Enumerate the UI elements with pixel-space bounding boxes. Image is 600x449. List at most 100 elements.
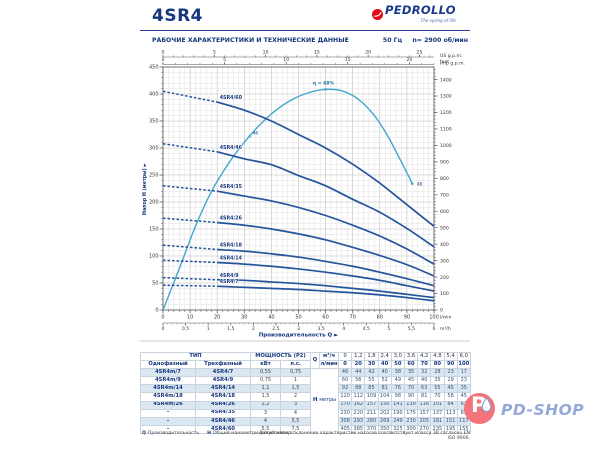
axis-tick-label: 100 [429, 315, 439, 321]
axis-tick-label: 200 [149, 200, 159, 206]
head-value: 45 [403, 376, 419, 386]
head-value: 137 [430, 408, 445, 418]
curve-4SR4/14 [217, 261, 435, 292]
axis-tick-label: 350 [149, 119, 159, 125]
m3h-unit-label: m³/h [440, 326, 451, 332]
head-value: 35 [403, 368, 419, 378]
header-hp: л.с. [280, 360, 312, 370]
header-q-m3h-value: 3,6 [403, 351, 419, 362]
curve-4SR4/9 [217, 278, 435, 299]
model-three-phase: 4SR4/9 [194, 376, 252, 386]
axis-tick-label: 400 [440, 242, 449, 248]
head-value: 157 [364, 400, 379, 410]
head-value: 40 [417, 376, 432, 386]
head-value: 293 [351, 416, 366, 426]
axis-tick-label: 1,5 [227, 326, 234, 332]
head-value: 109 [364, 392, 379, 402]
header-three-phase: Трехфазный [194, 360, 252, 370]
header-power: МОЩНОСТЬ (P2) [250, 351, 312, 362]
model-three-phase: 4SR4/18 [194, 392, 252, 402]
efficiency-point-marker [324, 88, 327, 91]
power-hp: 2 [280, 392, 312, 402]
efficiency-point-marker [248, 134, 252, 138]
header-q-lmin-value: 30 [364, 360, 379, 370]
frequency-value: 50 Гц [382, 37, 403, 44]
watermark-letter: P [471, 393, 487, 417]
axis-tick-label: 100 [440, 291, 449, 297]
table-row: 4SR4m/7 4SR4/7 0,55 0,75 Н метры 46 44 42 40 38 35… [140, 368, 471, 434]
curve-dashed-4SR4/18 [162, 244, 218, 251]
power-kw: 3 [250, 408, 282, 418]
pedrollo-logo-icon [372, 5, 383, 24]
curve-4SR4/26 [217, 221, 435, 277]
curve-label-4SR4/35: 4SR4/35 [220, 184, 242, 190]
axis-tick-label: 3,5 [317, 326, 324, 332]
efficiency-peak-label: η = 68% [313, 80, 335, 86]
axis-tick-label: 5 [213, 50, 216, 56]
head-value: 92 [338, 384, 353, 394]
axis-tick-label: 450 [149, 65, 159, 71]
section-title: РАБОЧИЕ ХАРАКТЕРИСТИКИ И ТЕХНИЧЕСКИЕ ДАН… [152, 37, 349, 44]
x-axis-title: Производительность Q ► [259, 333, 339, 339]
header-q-m3h-value: 5,4 [443, 351, 458, 362]
power-kw: 0,75 [250, 376, 282, 386]
curve-label-4SR4/26: 4SR4/26 [220, 216, 243, 222]
head-value: 44 [351, 368, 366, 378]
head-value: 175 [403, 408, 419, 418]
model-three-phase: 4SR4/14 [194, 384, 252, 394]
head-value: 42 [364, 368, 379, 378]
header-q-m3h-value: 1,2 [351, 351, 366, 362]
head-value: 113 [443, 408, 458, 418]
model-single-phase: 4SR4m/7 [140, 368, 196, 378]
axis-tick-label: 5 [387, 326, 390, 332]
curve-label-4SR4/7: 4SR4/7 [220, 279, 239, 285]
head-value: 220 [351, 408, 366, 418]
head-value: 35 [430, 376, 445, 386]
head-value: 230 [403, 416, 419, 426]
us-gpm-unit-label: US g.p.m. [440, 53, 462, 59]
power-hp: 7,5 [280, 424, 312, 434]
head-value: 55 [430, 384, 445, 394]
head-value: 170 [338, 400, 353, 410]
head-value: 76 [390, 384, 405, 394]
model-single-phase: 4SR4m/26 [140, 400, 196, 410]
curve-4SR4/35 [217, 190, 435, 265]
axis-tick-label: 0,5 [182, 326, 189, 332]
axis-tick-label: 4 [342, 326, 345, 332]
table-row: 4SR4m/26 4SR4/26 2,2 3 170 162 157 150 141 130 116… [140, 400, 471, 410]
table-row: –4SR4/60 5,5 7,5 405 385 370 350 325 300 270 235 19… [140, 424, 471, 434]
head-value: 23 [443, 368, 458, 378]
head-value: 205 [417, 416, 432, 426]
head-value: 60 [338, 376, 353, 386]
axis-tick-label: 10 [187, 315, 193, 321]
header-q-m3h-value: 1,8 [364, 351, 379, 362]
curve-4SR4/7 [217, 285, 435, 302]
axis-tick-label: 1400 [440, 77, 452, 83]
header-single-phase: Однофазный [140, 360, 196, 370]
head-value: 155 [456, 424, 471, 434]
curve-dashed-4SR4/35 [162, 185, 218, 192]
head-value: 269 [377, 416, 392, 426]
power-hp: 4 [280, 408, 312, 418]
axis-tick-label: 10 [263, 50, 269, 56]
curve-label-4SR4/46: 4SR4/46 [220, 145, 243, 151]
header-kw: кВт [250, 360, 282, 370]
head-value: 55 [364, 376, 379, 386]
header-head-label: Н метры [310, 368, 340, 434]
axis-tick-label: 0 [162, 50, 165, 56]
efficiency-point-label: 46 [253, 130, 259, 135]
axis-tick-label: 700 [440, 192, 449, 198]
axis-tick-label: 10 [283, 57, 289, 63]
head-value: 58 [443, 392, 458, 402]
head-value: 40 [377, 368, 392, 378]
axis-tick-label: 100 [149, 254, 159, 260]
header-q-m3h-value: 2,4 [377, 351, 392, 362]
footnote-legend: Q Производительность Н Общий манометрически… [142, 431, 291, 436]
axis-tick-label: 30 [241, 315, 247, 321]
pedrollo-logo: PEDROLLO The spring of life [372, 4, 470, 24]
curve-dashed-4SR4/14 [162, 259, 218, 264]
head-value: 70 [403, 384, 419, 394]
axis-tick-label: 1100 [440, 127, 452, 133]
power-hp: 1 [280, 376, 312, 386]
header-q-lmin-value: 60 [403, 360, 419, 370]
